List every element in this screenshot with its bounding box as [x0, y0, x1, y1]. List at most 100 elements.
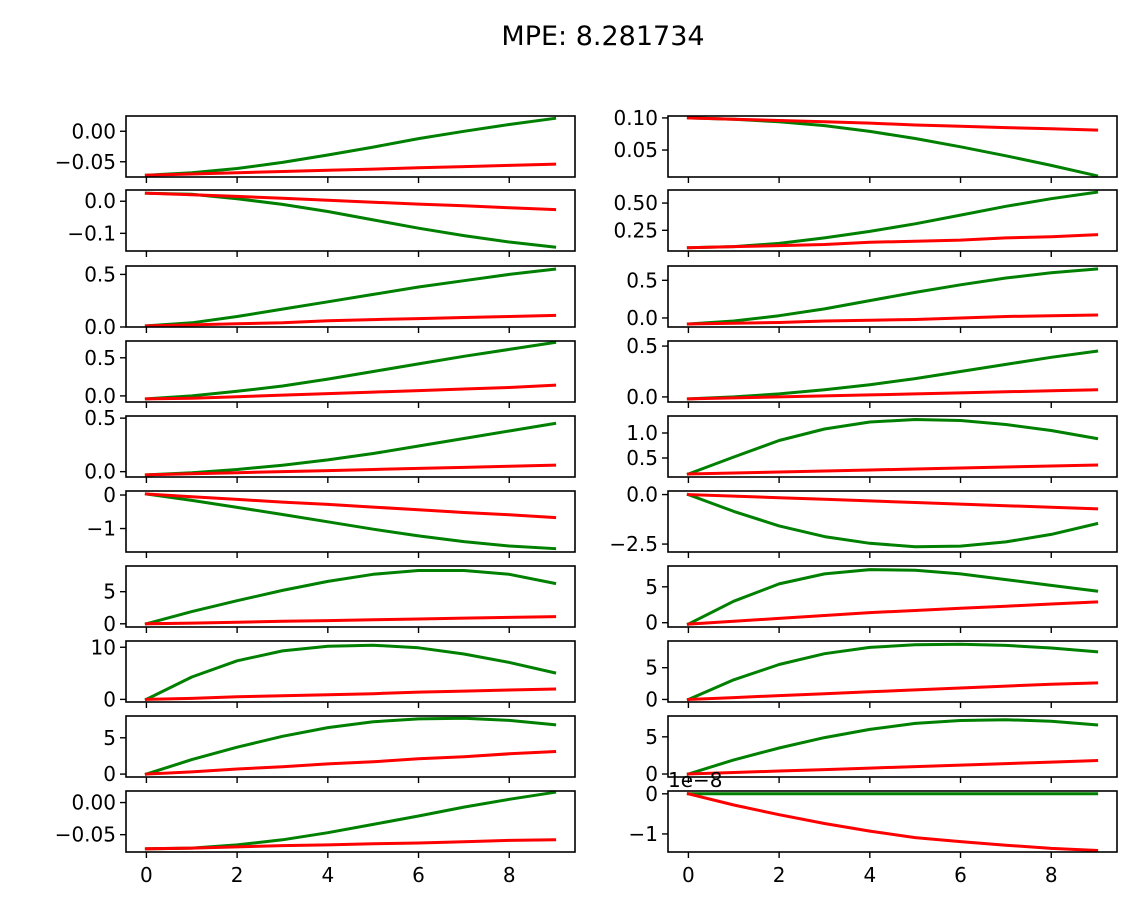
axes-frame — [125, 715, 576, 778]
red-series-line — [686, 463, 1099, 476]
green-series-line — [144, 492, 557, 551]
axes-frame — [667, 189, 1118, 252]
subplot-3-2: 0.5 0.0 — [626, 265, 1118, 333]
y-tick-label: 5 — [645, 725, 658, 749]
red-series-line — [144, 750, 557, 776]
red-series-line — [144, 492, 557, 520]
red-series-line — [686, 791, 1099, 852]
y-tick-label: 1.0 — [626, 421, 658, 445]
y-tick-label: 0.5 — [84, 406, 116, 430]
y-tick-label: 0.5 — [84, 262, 116, 286]
y-tick-label: 0 — [103, 483, 116, 507]
axes-frame — [667, 340, 1118, 403]
subplot-6-1: 0−1 — [87, 483, 576, 558]
x-tick-label: 8 — [503, 863, 516, 887]
green-series-line — [144, 569, 557, 626]
red-series-line — [144, 615, 557, 626]
y-tick-label: 0.05 — [613, 138, 658, 162]
subplot-10-2: 0 2 4 6 8 0 −1 1e−8 — [629, 768, 1118, 887]
x-tick-label: 2 — [231, 863, 244, 887]
subplot-8-2: 50 — [645, 640, 1118, 711]
y-tick-label: 0.50 — [613, 191, 658, 215]
y-tick-label: 0.0 — [84, 189, 116, 213]
subplot-7-1: 50 — [103, 565, 576, 636]
y-tick-label: 0.0 — [626, 306, 658, 330]
red-series-line — [686, 759, 1099, 776]
green-series-line — [686, 190, 1099, 250]
green-series-line — [686, 116, 1099, 178]
y-tick-label: 0.5 — [84, 346, 116, 370]
y-tick-label: −2.5 — [609, 532, 658, 556]
subplot-5-2: 1.00.5 — [626, 415, 1118, 483]
green-series-line — [144, 340, 557, 401]
red-series-line — [686, 313, 1099, 326]
y-tick-label: 0.0 — [84, 384, 116, 408]
y-tick-label: 0.00 — [71, 119, 116, 143]
subplot-9-2: 50 — [645, 715, 1118, 786]
red-series-line — [144, 162, 557, 177]
green-series-line — [686, 718, 1099, 776]
y-tick-label: −1 — [87, 517, 116, 541]
red-series-line — [144, 838, 557, 851]
axes-frame — [667, 790, 1118, 853]
x-tick-label: 4 — [863, 863, 876, 887]
axes-frame — [667, 415, 1118, 478]
y-tick-label: 0 — [645, 687, 658, 711]
axes-frame — [125, 415, 576, 478]
x-tick-label: 6 — [954, 863, 967, 887]
x-tick-label: 0 — [682, 863, 695, 887]
red-series-line — [686, 233, 1099, 250]
green-series-line — [686, 349, 1099, 401]
axes-frame — [667, 715, 1118, 778]
green-series-line — [686, 568, 1099, 627]
axes-frame — [125, 565, 576, 628]
axes-frame — [125, 340, 576, 403]
subplot-4-1: 0.5 0.0 — [84, 340, 576, 408]
figure-title: MPE: 8.281734 — [501, 21, 704, 52]
y-tick-label: 5 — [645, 575, 658, 599]
green-series-line — [144, 421, 557, 477]
y-tick-label: 0.10 — [613, 106, 658, 130]
axes-frame — [125, 490, 576, 553]
green-series-line — [144, 267, 557, 328]
red-series-line — [686, 493, 1099, 511]
subplot-6-2: 0.0 −2.5 — [609, 483, 1118, 558]
y-tick-label: −0.05 — [55, 150, 116, 174]
green-series-line — [686, 492, 1099, 549]
subplot-1-2: 0.10 0.05 — [613, 106, 1118, 183]
axes-frame — [667, 490, 1118, 553]
y-tick-label: 0 — [645, 611, 658, 635]
y-tick-label: 0 — [103, 762, 116, 786]
green-series-line — [686, 267, 1099, 326]
red-series-line — [144, 687, 557, 701]
red-series-line — [144, 383, 557, 401]
axes-frame — [667, 565, 1118, 628]
y-tick-label: 0.25 — [613, 218, 658, 242]
axes-frame — [667, 115, 1118, 178]
y-tick-label: 0.5 — [626, 268, 658, 292]
subplot-1-1: 0.00 −0.05 — [55, 115, 576, 183]
red-series-line — [686, 681, 1099, 702]
y-tick-label: −0.05 — [55, 823, 116, 847]
x-tick-label: 0 — [140, 863, 153, 887]
subplot-7-2: 50 — [645, 565, 1118, 635]
axes-frame — [125, 115, 576, 178]
subplot-10-1: 0 2 4 6 8 0.00 −0.05 — [55, 790, 576, 887]
y-tick-label: −1 — [629, 822, 658, 846]
axes-frame — [667, 265, 1118, 328]
green-series-line — [144, 643, 557, 702]
x-tick-label: 2 — [773, 863, 786, 887]
subplot-grid: 0.00−0.050.100.050.0−0.10.500.250.50.00.… — [55, 106, 1118, 887]
y-tick-label: 0 — [103, 687, 116, 711]
y-tick-label: 0.00 — [71, 791, 116, 815]
y-tick-label: 0.5 — [626, 334, 658, 358]
x-tick-label: 4 — [321, 863, 334, 887]
red-series-line — [144, 313, 557, 328]
red-series-line — [686, 600, 1099, 626]
y-tick-label: 0.0 — [626, 483, 658, 507]
green-series-line — [144, 716, 557, 776]
subplot-2-2: 0.50 0.25 — [613, 189, 1118, 257]
subplot-3-1: 0.5 0.0 — [84, 262, 576, 339]
y-tick-label: 0.0 — [626, 385, 658, 409]
